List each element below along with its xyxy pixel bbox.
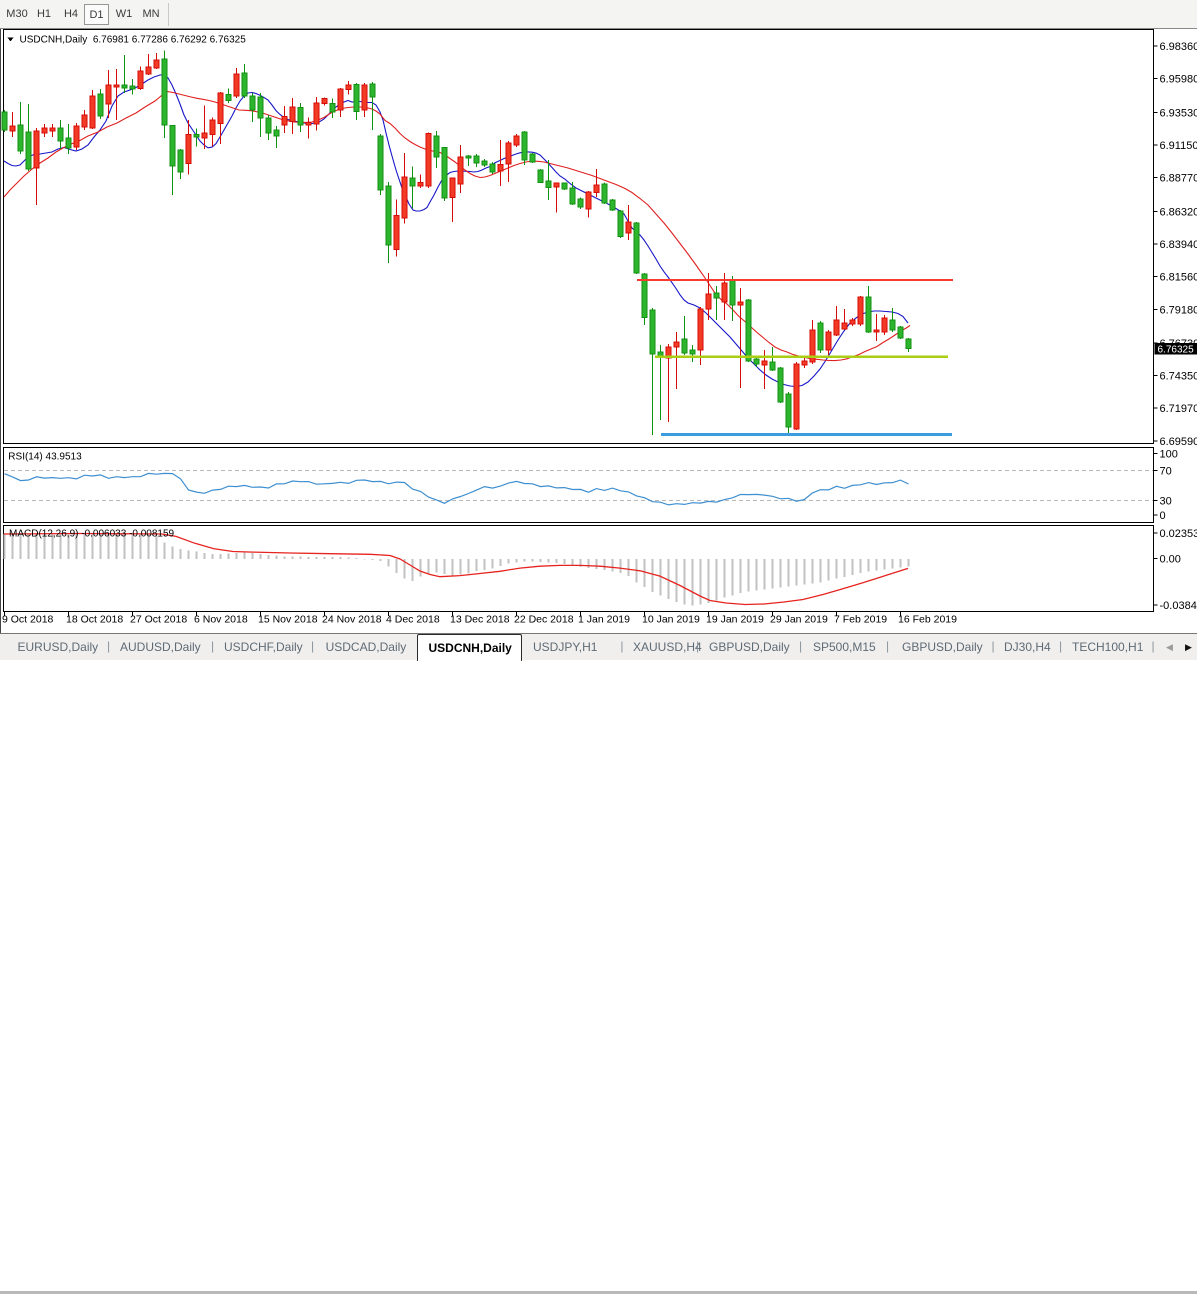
svg-text:29 Jan 2019: 29 Jan 2019 xyxy=(770,614,828,626)
svg-text:30: 30 xyxy=(1160,495,1172,507)
svg-text:6.95980: 6.95980 xyxy=(1160,74,1197,86)
svg-text:6.86320: 6.86320 xyxy=(1160,206,1197,218)
svg-text:6.76325: 6.76325 xyxy=(1158,344,1195,355)
svg-text:1 Jan 2019: 1 Jan 2019 xyxy=(578,614,630,626)
svg-text:24 Nov 2018: 24 Nov 2018 xyxy=(322,614,382,626)
svg-text:6.79180: 6.79180 xyxy=(1160,304,1197,316)
svg-text:27 Oct 2018: 27 Oct 2018 xyxy=(130,614,187,626)
svg-text:13 Dec 2018: 13 Dec 2018 xyxy=(450,614,510,626)
svg-text:70: 70 xyxy=(1160,465,1172,477)
svg-text:22 Dec 2018: 22 Dec 2018 xyxy=(514,614,574,626)
svg-text:-0.038466: -0.038466 xyxy=(1160,600,1197,612)
svg-text:0: 0 xyxy=(1160,510,1166,522)
svg-text:19 Jan 2019: 19 Jan 2019 xyxy=(706,614,764,626)
svg-text:6.98360: 6.98360 xyxy=(1160,41,1197,53)
svg-text:6.91150: 6.91150 xyxy=(1160,140,1197,152)
svg-text:6.69590: 6.69590 xyxy=(1160,436,1197,448)
svg-text:100: 100 xyxy=(1160,449,1178,461)
svg-text:6 Nov 2018: 6 Nov 2018 xyxy=(194,614,248,626)
svg-text:6.83940: 6.83940 xyxy=(1160,239,1197,251)
svg-text:18 Oct 2018: 18 Oct 2018 xyxy=(66,614,123,626)
svg-text:9 Oct 2018: 9 Oct 2018 xyxy=(2,614,54,626)
svg-text:10 Jan 2019: 10 Jan 2019 xyxy=(642,614,700,626)
svg-text:6.93530: 6.93530 xyxy=(1160,107,1197,119)
svg-text:6.88770: 6.88770 xyxy=(1160,173,1197,185)
svg-text:16 Feb 2019: 16 Feb 2019 xyxy=(898,614,957,626)
svg-text:RSI(14) 43.9513: RSI(14) 43.9513 xyxy=(8,451,82,462)
svg-text:6.71970: 6.71970 xyxy=(1160,403,1197,415)
svg-text:7 Feb 2019: 7 Feb 2019 xyxy=(834,614,887,626)
svg-text:0.023534: 0.023534 xyxy=(1160,528,1197,540)
svg-text:6.74350: 6.74350 xyxy=(1160,371,1197,383)
svg-text:USDCNH,Daily 6.76981 6.77286: USDCNH,Daily 6.76981 6.77286 6.76292 6.7… xyxy=(20,34,247,45)
svg-text:MACD(12,26,9) -0.006033 -0.008: MACD(12,26,9) -0.006033 -0.008159 xyxy=(9,529,175,540)
svg-text:15 Nov 2018: 15 Nov 2018 xyxy=(258,614,318,626)
svg-text:0.00: 0.00 xyxy=(1160,554,1181,566)
svg-text:6.81560: 6.81560 xyxy=(1160,272,1197,284)
svg-text:4 Dec 2018: 4 Dec 2018 xyxy=(386,614,440,626)
